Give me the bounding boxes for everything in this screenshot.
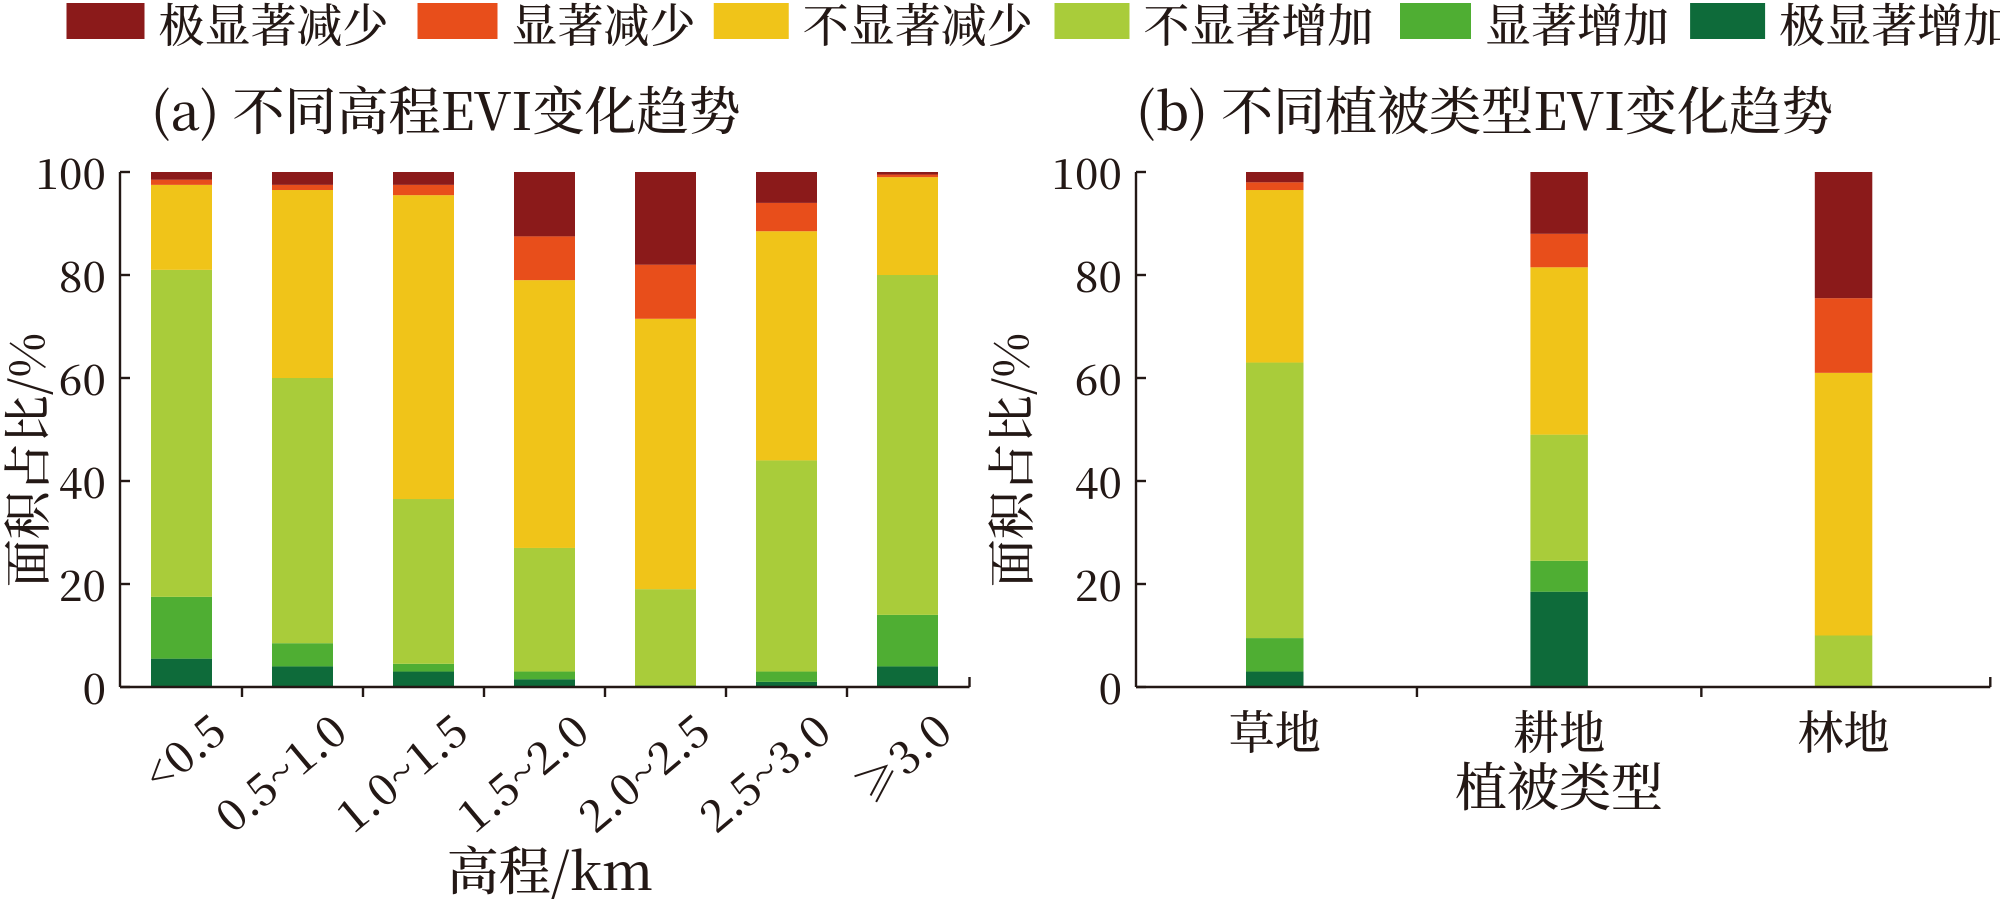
svg-text:极显著减少: 极显著减少 [159,0,390,56]
svg-text:20: 20 [1075,554,1122,614]
svg-text:极显著增加: 极显著增加 [1779,0,2000,56]
svg-text:草地: 草地 [1229,697,1321,763]
svg-text:显著增加: 显著增加 [1485,0,1669,56]
svg-text:不显著减少: 不显著减少 [803,0,1034,56]
svg-text:不显著增加: 不显著增加 [1144,0,1374,56]
svg-text:(b) 不同植被类型EVI变化趋势: (b) 不同植被类型EVI变化趋势 [1136,70,1833,145]
svg-text:100: 100 [35,142,106,202]
svg-text:植被类型: 植被类型 [1455,746,1663,821]
svg-text:100: 100 [1051,142,1122,202]
svg-text:20: 20 [59,554,106,614]
svg-text:林地: 林地 [1798,697,1890,763]
svg-text:显著减少: 显著减少 [512,0,697,56]
svg-text:40: 40 [1075,451,1122,511]
svg-text:60: 60 [59,348,106,408]
svg-text:0: 0 [82,657,106,717]
svg-text:60: 60 [1075,348,1122,408]
svg-text:0: 0 [1098,657,1122,717]
svg-text:高程/km: 高程/km [447,830,653,899]
svg-text:80: 80 [1075,245,1122,305]
svg-text:40: 40 [59,451,106,511]
svg-text:80: 80 [59,245,106,305]
svg-text:(a) 不同高程EVI变化趋势: (a) 不同高程EVI变化趋势 [151,70,741,145]
